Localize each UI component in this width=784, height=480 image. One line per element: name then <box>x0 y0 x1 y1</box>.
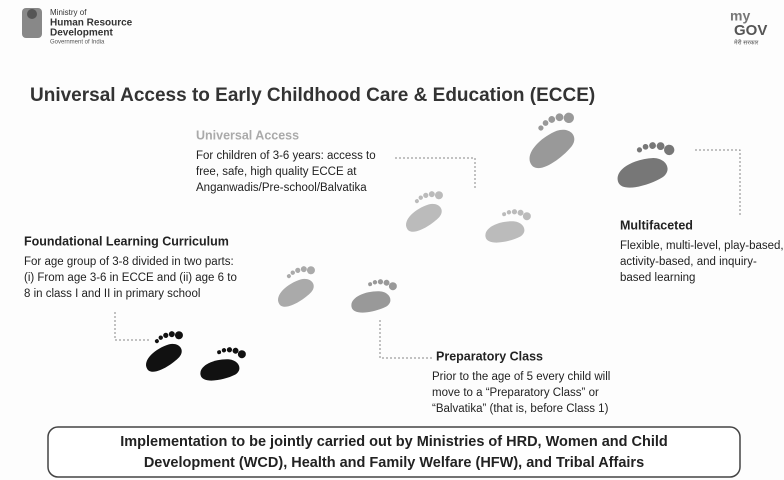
section-text: For age group of 3-8 divided in two part… <box>24 256 234 268</box>
footer-text: Development (WCD), Health and Family Wel… <box>144 455 644 471</box>
section-text: activity-based, and inquiry- <box>620 256 757 268</box>
section-text: (i) From age 3-6 in ECCE and (ii) age 6 … <box>24 272 237 284</box>
section-text: based learning <box>620 272 695 284</box>
section-text: “Balvatika” (that is, before Class 1) <box>432 403 609 415</box>
logo-tagline: मेरी सरकार <box>734 39 759 47</box>
ministry-line: Ministry of <box>50 8 87 17</box>
title: Universal Access to Early Childhood Care… <box>30 85 595 106</box>
footer-text: Implementation to be jointly carried out… <box>120 434 668 450</box>
section-text: 8 in class I and II in primary school <box>24 288 200 300</box>
section-text: Prior to the age of 5 every child will <box>432 371 610 383</box>
section-title: Universal Access <box>196 128 299 142</box>
ministry-line: Government of India <box>50 40 105 46</box>
section-text: Anganwadis/Pre-school/Balvatika <box>196 182 367 194</box>
emblem <box>22 8 42 38</box>
section-text: Flexible, multi-level, play-based, <box>620 240 784 252</box>
infographic: Ministry of Human Resource Development G… <box>0 0 784 480</box>
section-title: Multifaceted <box>620 218 693 232</box>
logo-text: GOV <box>734 22 767 39</box>
section-text: For children of 3-6 years: access to <box>196 150 376 162</box>
section-title: Foundational Learning Curriculum <box>24 234 229 248</box>
section-text: free, safe, high quality ECCE at <box>196 166 357 178</box>
section-text: move to a “Preparatory Class” or <box>432 387 599 399</box>
section-title: Preparatory Class <box>436 349 543 363</box>
ministry-line: Development <box>50 28 113 39</box>
